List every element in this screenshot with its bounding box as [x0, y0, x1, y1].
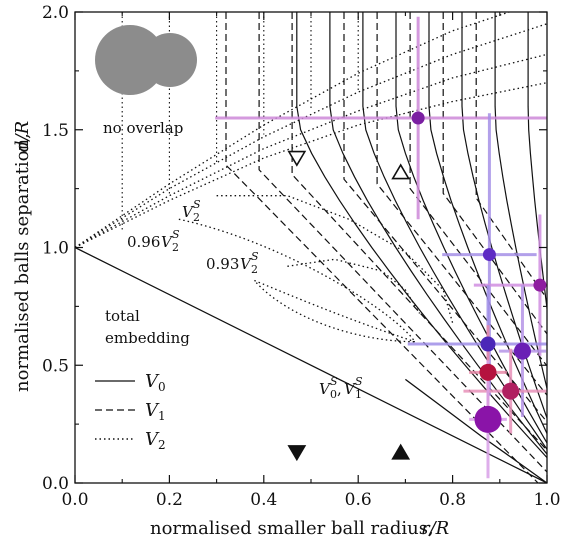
data-point [482, 248, 496, 262]
v0-curve [362, 12, 547, 451]
no-overlap-illustration [95, 25, 197, 95]
label-093-sub: 2 [251, 263, 258, 276]
label-093-v2s: 0.93 V S 2 [206, 250, 259, 276]
label-v0s-v1s: V S 0 , V S 1 [319, 375, 363, 401]
v1-curve [258, 12, 547, 473]
legend-label-v0: V [145, 371, 160, 392]
data-point [513, 342, 531, 360]
large-ball [95, 25, 165, 95]
v2-curve [216, 195, 454, 324]
y-tick-label: 1.5 [42, 121, 69, 141]
axis-ticks: 0.0 0.2 0.4 0.6 0.8 1.0 0.0 0.5 1.0 1.5 2.0 [42, 3, 561, 510]
v2s-sup: S [193, 198, 201, 211]
no-overlap-label: no overlap [103, 119, 183, 137]
v0s-comma: , [337, 380, 342, 398]
label-093-sup: S [251, 250, 259, 263]
data-point [533, 278, 547, 292]
total-embedding-label-2: embedding [105, 329, 190, 347]
total-embedding-line [75, 246, 547, 483]
x-tick-label: 0.6 [345, 490, 372, 510]
triangle-up-marker [391, 443, 411, 460]
y-axis-label-var: d/R [12, 121, 33, 152]
label-096-v: V [161, 233, 174, 251]
x-axis-label-var: r/R [421, 518, 449, 539]
v2-loop-093 [254, 279, 416, 343]
v1-curve [442, 12, 547, 335]
label-093-num: 0.93 [206, 255, 239, 273]
v0s-v: V [319, 380, 332, 398]
y-axis-label-text: normalised balls separation, [12, 133, 33, 392]
v0-curve [527, 12, 547, 314]
y-tick-label: 1.0 [42, 239, 69, 259]
data-point [411, 111, 425, 125]
legend-label-v1: V [145, 400, 160, 421]
v0-curve [395, 12, 547, 445]
x-axis-label: normalised smaller ball radius, r/R [150, 518, 449, 539]
legend-sub-v1: 1 [158, 409, 166, 423]
triangle-markers [287, 150, 411, 462]
v2-curve [75, 23, 547, 249]
v1s-sup: S [355, 375, 363, 388]
x-axis-label-text: normalised smaller ball radius, [150, 518, 434, 539]
v0-curve [428, 12, 547, 435]
label-093-v: V [240, 255, 253, 273]
y-axis-label: normalised balls separation, d/R [12, 121, 33, 392]
v2s-sub: 2 [193, 211, 200, 224]
x-tick-label: 0.4 [250, 490, 277, 510]
v1-curve [376, 12, 547, 397]
data-point [479, 363, 497, 381]
triangle-down-marker [287, 445, 307, 462]
v0-curve [494, 12, 547, 391]
x-tick-label: 0.8 [439, 490, 466, 510]
triangle-down-marker [287, 150, 307, 167]
v1-curve [225, 12, 539, 483]
label-096-sup: S [172, 228, 180, 241]
v0-curve [461, 12, 547, 420]
v0-curve [329, 12, 547, 456]
triangle-up-marker [391, 163, 411, 180]
legend-sub-v0: 0 [158, 380, 166, 394]
data-point [502, 382, 520, 400]
v0s-sub: 0 [330, 388, 337, 401]
data-point [474, 405, 502, 433]
small-ball [143, 33, 197, 87]
x-tick-label: 0.0 [61, 490, 88, 510]
legend-sub-v2: 2 [158, 438, 166, 452]
label-096-num: 0.96 [127, 233, 160, 251]
legend: V 0 V 1 V 2 [95, 371, 166, 452]
v0s-sup: S [330, 375, 338, 388]
v2-curve [75, 12, 510, 249]
data-point [480, 336, 496, 352]
y-tick-label: 0.0 [42, 474, 69, 494]
v2s-v: V [182, 203, 195, 221]
v2-loop-096 [178, 218, 417, 343]
v0s-v1s-curve [405, 378, 547, 483]
v1-curve [291, 12, 547, 452]
v1-curve [343, 12, 547, 423]
x-tick-label: 1.0 [533, 490, 560, 510]
x-tick-label: 0.2 [156, 490, 183, 510]
label-096-sub: 2 [172, 241, 179, 254]
v0-curve [296, 12, 547, 459]
label-096-v2s: 0.96 V S 2 [127, 228, 180, 254]
v1-curve [409, 12, 547, 367]
y-tick-label: 2.0 [42, 3, 69, 23]
data-points [411, 111, 547, 433]
v2-curve [287, 258, 421, 314]
y-tick-label: 0.5 [42, 356, 69, 376]
v1s-v: V [344, 380, 357, 398]
label-v2s: V S 2 [182, 198, 201, 224]
total-embedding-label-1: total [105, 307, 140, 325]
legend-label-v2: V [145, 429, 160, 450]
v1s-sub: 1 [355, 388, 362, 401]
